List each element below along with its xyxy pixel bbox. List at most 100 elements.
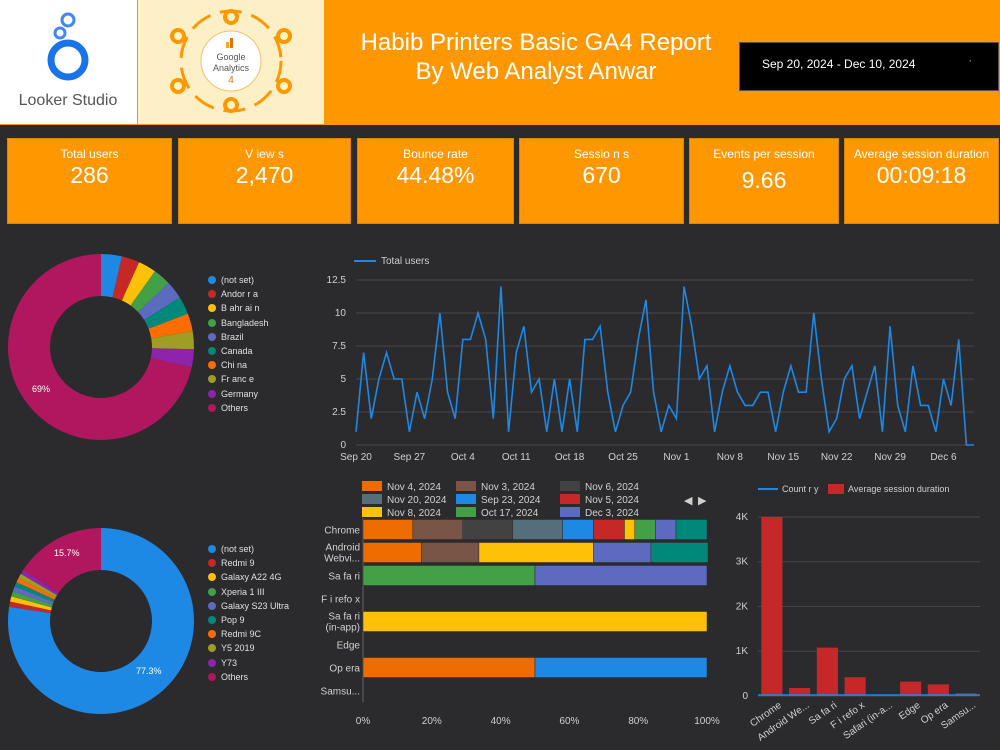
legend-item[interactable]: Germany [208, 387, 269, 401]
legend-item[interactable]: Galaxy A22 4G [208, 570, 289, 584]
y-tick-label: 3K [736, 557, 749, 568]
kpi-views: V iew s 2,470 [178, 138, 351, 224]
donut-slice [138, 283, 180, 320]
legend-swatch [208, 545, 216, 554]
legend-swatch [208, 304, 216, 313]
category-label: Op era [329, 664, 360, 675]
legend-swatch [560, 494, 580, 504]
legend-item[interactable]: Pop 9 [208, 613, 289, 627]
legend-item[interactable]: Andor r a [208, 287, 269, 301]
legend-label: Total users [381, 256, 429, 267]
legend-item[interactable]: (not set) [208, 542, 289, 556]
country-donut-chart[interactable]: 69% [0, 250, 200, 445]
kpi-events-per-session: Events per session 9.66 [689, 138, 839, 224]
kpi-average-session-duration: Average session duration 00:09:18 [844, 138, 999, 224]
category-label: Android [326, 543, 360, 554]
y-tick-label: 12.5 [327, 275, 347, 286]
browser-duration-bar-chart[interactable]: Count r y Average session duration 0 1K 2K 3K… [730, 476, 1000, 750]
legend-label: (not set) [221, 275, 255, 286]
legend-item[interactable]: Fr anc e [208, 372, 269, 386]
stacked-bar-segment [362, 519, 414, 540]
legend-item[interactable]: (not set) [208, 273, 269, 287]
duration-bar [927, 684, 949, 696]
legend-item[interactable]: Redmi 9C [208, 627, 289, 641]
device-donut-chart[interactable]: 77.3% 15.7% [0, 515, 200, 725]
donut-slice [7, 528, 195, 714]
x-tick-label: Nov 8 [717, 452, 744, 463]
legend-swatch [362, 507, 382, 517]
kpi-total-users: Total users 286 [7, 138, 172, 224]
legend-item[interactable]: Brazil [208, 330, 269, 344]
donut-slice [8, 254, 192, 440]
donut-slice [101, 254, 123, 298]
category-label: Edge [337, 641, 361, 652]
legend-item[interactable]: Bangladesh [208, 316, 269, 330]
legend-label: Galaxy A22 4G [221, 572, 282, 583]
y-tick-label: 4K [736, 512, 749, 523]
x-tick-label: Sep 20 [340, 452, 372, 463]
legend-swatch [208, 573, 216, 582]
kpi-label: Bounce rate [403, 147, 468, 161]
x-tick-label: 100% [694, 716, 720, 727]
legend-swatch [456, 494, 476, 504]
legend-label: Oct 17, 2024 [481, 508, 539, 519]
svg-text:4: 4 [228, 75, 234, 86]
legend-swatch [208, 290, 216, 299]
kpi-label: Events per session [713, 147, 815, 161]
stacked-bar-segment [478, 542, 594, 563]
slice-percent-label: 15.7% [54, 548, 80, 558]
duration-bar [816, 647, 838, 696]
date-range-text: Sep 20, 2024 - Dec 10, 2024 [762, 57, 916, 71]
legend-label: Y73 [221, 657, 238, 668]
legend-prev-arrow[interactable]: ◀ [684, 495, 693, 507]
category-label: Webvi... [324, 554, 360, 565]
dropdown-arrow-icon[interactable]: · [968, 55, 972, 67]
x-tick-label: Oct 4 [451, 452, 475, 463]
donut-slice [144, 297, 188, 329]
x-tick-label: Dec 6 [930, 452, 957, 463]
x-tick-label: Nov 1 [663, 452, 690, 463]
legend-item[interactable]: Others [208, 401, 269, 415]
total-users-line-chart[interactable]: 0 2.5 5 7.5 10 12.5 Sep 20 Sep 27 Oct 4 Oct 11 Oct… [320, 250, 980, 470]
y-tick-label: 10 [335, 308, 347, 319]
x-tick-label: 80% [628, 716, 648, 727]
browser-stacked-bar-chart[interactable]: Nov 4, 2024 Nov 3, 2024 Nov 6, 2024 Nov 20,… [312, 476, 732, 734]
y-tick-label: 1K [736, 646, 749, 657]
legend-item[interactable]: Canada [208, 344, 269, 358]
date-range-picker[interactable]: Sep 20, 2024 - Dec 10, 2024 · [739, 42, 999, 91]
legend-item[interactable]: Xperia 1 III [208, 585, 289, 599]
legend-swatch [362, 481, 382, 491]
duration-bar [761, 516, 783, 696]
stacked-bar-segment [675, 519, 708, 540]
legend-item[interactable]: Y73 [208, 656, 289, 670]
x-tick-label: 40% [491, 716, 511, 727]
donut-slice [14, 582, 55, 603]
legend-item[interactable]: Y5 2019 [208, 641, 289, 655]
legend-label: Average session duration [848, 484, 949, 494]
legend-label: Redmi 9C [221, 629, 262, 640]
legend-item[interactable]: Others [208, 670, 289, 684]
legend-swatch [208, 672, 216, 681]
stacked-bar-segment [624, 519, 636, 540]
legend-swatch [208, 587, 216, 596]
x-tick-label: Nov 15 [767, 452, 799, 463]
donut-slice [16, 577, 56, 600]
legend-next-arrow[interactable]: ▶ [698, 495, 707, 507]
legend-item[interactable]: B ahr ai n [208, 301, 269, 315]
category-label: (in-app) [326, 623, 360, 634]
looker-studio-logo: Looker Studio [0, 0, 137, 124]
legend-item[interactable]: Redmi 9 [208, 556, 289, 570]
stacked-bar-segment [462, 519, 513, 540]
legend-swatch [208, 332, 216, 341]
x-tick-label: Oct 18 [555, 452, 585, 463]
looker-logo-text: Looker Studio [19, 92, 118, 109]
kpi-value: 670 [582, 162, 621, 188]
stacked-bar-segment [362, 611, 708, 632]
x-tick-label: 60% [559, 716, 579, 727]
legend-item[interactable]: Galaxy S23 Ultra [208, 599, 289, 613]
legend-swatch [208, 318, 216, 327]
duration-bar [789, 687, 811, 696]
legend-label: B ahr ai n [221, 303, 260, 314]
legend-item[interactable]: Chi na [208, 358, 269, 372]
legend-swatch [456, 507, 476, 517]
